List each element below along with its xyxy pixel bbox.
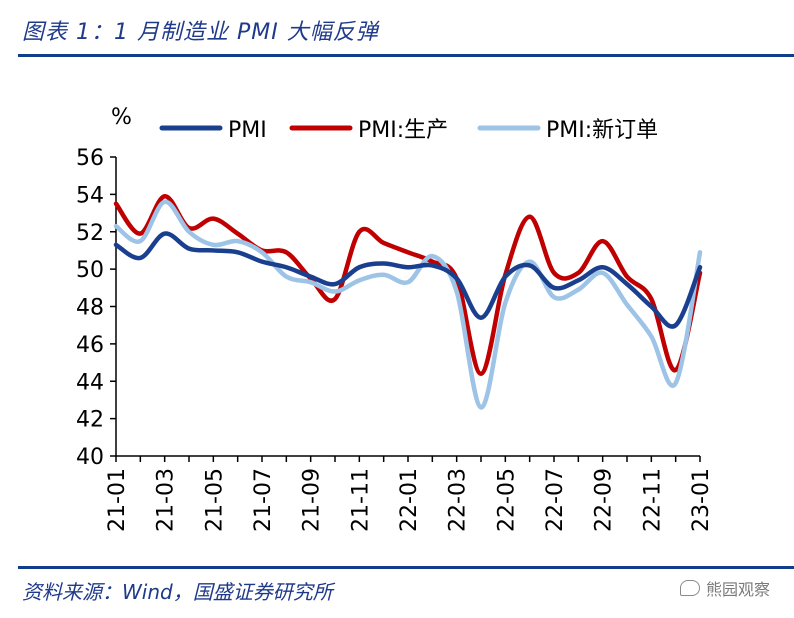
title-divider — [18, 54, 794, 57]
y-tick-label: 52 — [76, 221, 104, 246]
chart-series — [113, 193, 703, 410]
x-tick-label: 21-03 — [154, 468, 179, 532]
legend-label-2: PMI:新订单 — [546, 118, 658, 143]
footer-divider — [18, 566, 794, 569]
y-tick-label: 46 — [76, 333, 104, 358]
pmi-line-chart: 40 42 44 46 48 50 52 54 56% 21-01 21-03 21-05 21-07 2… — [76, 105, 714, 532]
x-tick-label: 21-07 — [251, 468, 276, 532]
watermark: 熊园观察 — [679, 576, 770, 600]
chart-axes: 40 42 44 46 48 50 52 54 56% 21-01 21-03 21-05 21-07 2… — [76, 105, 714, 532]
y-tick-label: 40 — [76, 445, 104, 470]
y-tick-label: 48 — [76, 296, 104, 321]
wechat-icon — [679, 580, 700, 596]
x-tick-label: 21-09 — [300, 468, 325, 532]
watermark-text: 熊园观察 — [705, 580, 770, 599]
y-tick-label: 44 — [76, 370, 104, 395]
chart-legend: PMI PMI:生产 PMI:新订单 — [159, 118, 658, 143]
y-axis-unit: % — [111, 105, 132, 130]
chart-title: 图表 1：1 月制造业 PMI 大幅反弹 — [22, 20, 379, 45]
legend-label-1: PMI:生产 — [358, 118, 448, 143]
series-line-0 — [113, 231, 703, 329]
x-tick-label: 22-11 — [640, 468, 665, 532]
x-tick-label: 21-11 — [348, 468, 373, 532]
series-line-2 — [113, 199, 703, 410]
series-line-1 — [113, 193, 703, 377]
y-tick-label: 50 — [76, 258, 104, 283]
x-tick-label: 21-05 — [202, 468, 227, 532]
x-tick-label: 23-01 — [689, 468, 714, 532]
x-tick-label: 21-01 — [105, 468, 130, 532]
x-tick-label: 22-07 — [543, 468, 568, 532]
x-tick-label: 22-01 — [397, 468, 422, 532]
x-tick-label: 22-05 — [494, 468, 519, 532]
y-tick-label: 42 — [76, 408, 104, 433]
y-tick-label: 56 — [76, 146, 104, 171]
legend-label-0: PMI — [228, 118, 267, 143]
source-note: 资料来源：Wind，国盛证券研究所 — [22, 580, 333, 604]
y-tick-label: 54 — [76, 183, 104, 208]
x-tick-label: 22-03 — [446, 468, 471, 532]
x-tick-label: 22-09 — [592, 468, 617, 532]
